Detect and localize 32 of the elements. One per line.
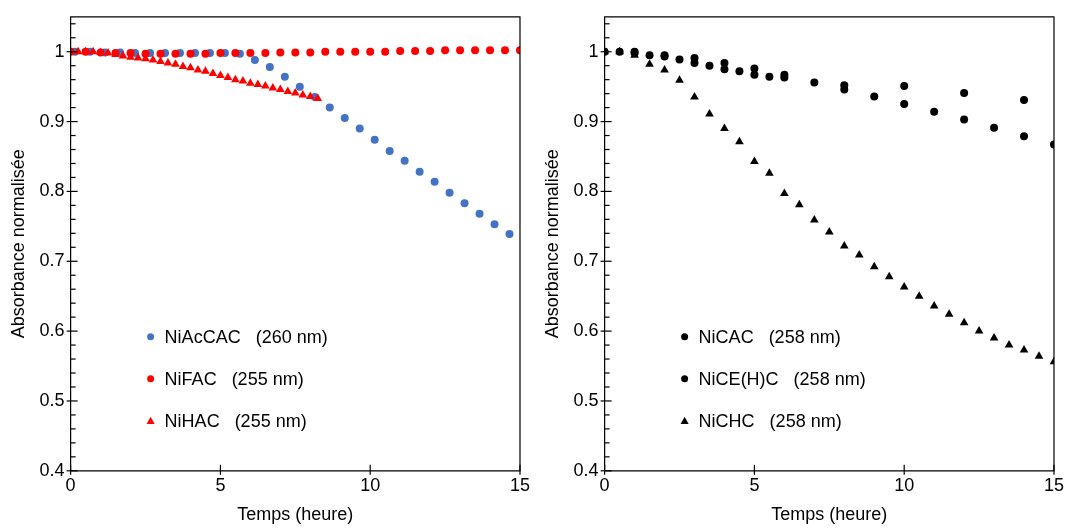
legend-label: NiCHC (258 nm) [698,410,842,431]
y-tick-label: 0.6 [573,320,599,341]
legend-label: NiCE(H)C (258 nm) [698,368,866,389]
y-tick-label: 0.4 [39,459,65,480]
x-tick-label: 15 [509,474,530,495]
x-tick-label: 10 [360,474,381,495]
y-tick-label: 1 [588,40,599,61]
y-tick-label: 1 [54,40,65,61]
y-axis-title: Absorbance normalisée [541,149,562,339]
legend-label: NiHAC (255 nm) [164,410,307,431]
x-axis-title: Temps (heure) [771,504,888,525]
x-tick-label: 15 [1043,474,1064,495]
x-axis-title: Temps (heure) [237,504,354,525]
legend-label: NiFAC (255 nm) [164,368,304,389]
x-tick-label: 5 [215,474,226,495]
y-tick-label: 0.8 [39,180,65,201]
legend-label: NiAcCAC (260 nm) [164,326,328,347]
x-tick-label: 5 [749,474,760,495]
y-tick-label: 0.8 [573,180,599,201]
y-tick-label: 0.9 [39,110,65,131]
y-tick-label: 0.9 [573,110,599,131]
y-tick-label: 0.5 [573,389,599,410]
x-tick-label: 10 [894,474,915,495]
y-tick-label: 0.6 [39,320,65,341]
y-axis-title: Absorbance normalisée [7,149,28,339]
y-tick-label: 0.7 [39,250,65,271]
y-tick-label: 0.7 [573,250,599,271]
x-tick-label: 0 [599,474,610,495]
y-tick-label: 0.4 [573,459,599,480]
legend-label: NiCAC (258 nm) [698,326,841,347]
y-tick-label: 0.5 [39,389,65,410]
x-tick-label: 0 [65,474,76,495]
